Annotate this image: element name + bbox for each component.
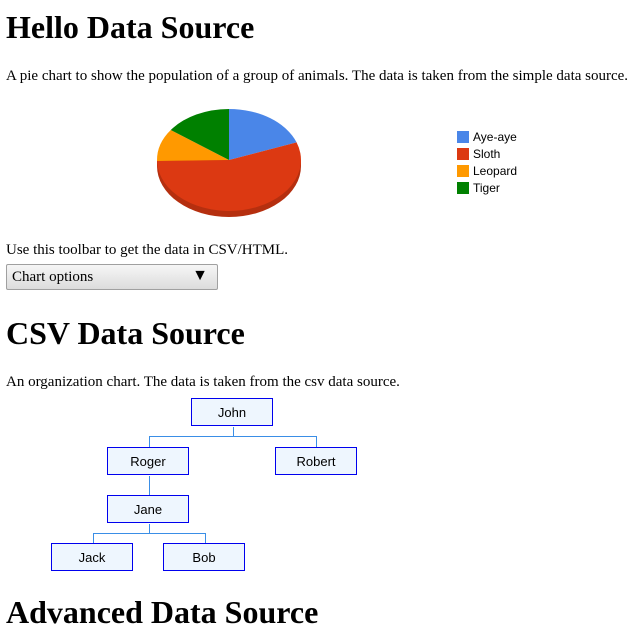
legend-swatch: [457, 147, 469, 160]
section-title-hello: Hello Data Source: [6, 9, 255, 45]
legend-item-sloth[interactable]: Sloth: [457, 145, 517, 162]
legend-label: Leopard: [473, 163, 518, 178]
legend-swatch: [457, 181, 469, 194]
section-title-csv: CSV Data Source: [6, 315, 245, 351]
org-node-john[interactable]: John: [191, 398, 273, 426]
legend-label: Aye-aye: [473, 129, 517, 144]
org-chart-connectors: [93, 427, 317, 543]
section-description-csv: An organization chart. The data is taken…: [6, 374, 400, 390]
toolbar-description: Use this toolbar to get the data in CSV/…: [6, 242, 289, 258]
org-node-jane[interactable]: Jane: [107, 495, 189, 523]
connector-john: [149, 427, 317, 447]
connector-jane: [93, 524, 206, 543]
org-node-robert[interactable]: Robert: [275, 447, 357, 475]
section-title-advanced: Advanced Data Source: [6, 594, 319, 630]
pie-chart: [157, 109, 301, 217]
legend-label: Sloth: [473, 146, 501, 161]
org-node-bob[interactable]: Bob: [163, 543, 245, 571]
legend-item-tiger[interactable]: Tiger: [457, 179, 517, 196]
legend-item-aye-aye[interactable]: Aye-aye: [457, 128, 517, 145]
pie-slice-sloth[interactable]: [157, 142, 301, 211]
section-description-hello: A pie chart to show the population of a …: [6, 68, 629, 84]
pie-slice-aye-aye[interactable]: [229, 109, 297, 160]
pie-legend: Aye-aye Sloth Leopard Tiger: [457, 128, 517, 196]
pie-slice-leopard[interactable]: [157, 130, 229, 161]
chart-options-label: Chart options: [12, 268, 94, 285]
dropdown-arrow-icon: ▼: [192, 267, 208, 284]
org-node-jack[interactable]: Jack: [51, 543, 133, 571]
chart-options-select[interactable]: Chart options ▼: [6, 264, 218, 290]
legend-swatch: [457, 164, 469, 177]
legend-swatch: [457, 130, 469, 143]
pie-slice-tiger[interactable]: [170, 109, 229, 160]
legend-item-leopard[interactable]: Leopard: [457, 162, 517, 179]
legend-label: Tiger: [473, 180, 500, 195]
org-node-roger[interactable]: Roger: [107, 447, 189, 475]
